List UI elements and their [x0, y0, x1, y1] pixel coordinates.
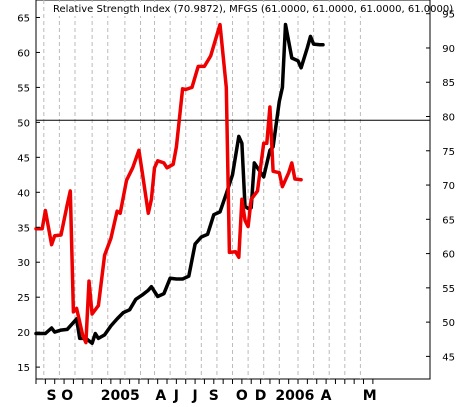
- x-tick-label: M: [363, 388, 377, 404]
- x-tick-label: O: [236, 388, 248, 404]
- right-tick-label: 50: [442, 318, 455, 329]
- series-line-1: [34, 22, 303, 345]
- right-tick-label: 75: [442, 147, 455, 158]
- left-y-axis: 15 20 25 30 35 40 45 50 55 60 65: [17, 13, 40, 374]
- x-tick-label: D: [255, 388, 267, 404]
- left-tick-label: 60: [17, 48, 30, 59]
- left-tick-label: 55: [17, 83, 30, 94]
- x-tick-label: S: [209, 388, 219, 404]
- x-tick-label: O: [61, 388, 73, 404]
- left-tick-label: 35: [17, 223, 30, 234]
- right-tick-label: 70: [442, 181, 455, 192]
- x-axis: S O 2005 A J J S O D 2006 A M: [35, 379, 377, 404]
- left-tick-label: 25: [17, 293, 30, 304]
- right-tick-label: 45: [442, 352, 455, 363]
- chart-title: Relative Strength Index (70.9872), MFGS …: [53, 4, 453, 15]
- x-tick-label: J: [173, 388, 179, 404]
- right-tick-label: 95: [442, 10, 455, 21]
- series-group: [34, 22, 325, 346]
- right-y-axis: 45 50 55 60 65 70 75 80 85 90 95: [426, 10, 455, 363]
- left-tick-label: 15: [17, 363, 30, 374]
- x-tick-label: A: [321, 388, 332, 404]
- x-tick-label: J: [191, 388, 197, 404]
- x-tick-label: 2005: [101, 388, 140, 404]
- right-tick-label: 90: [442, 44, 455, 55]
- left-tick-label: 50: [17, 118, 30, 129]
- left-tick-label: 45: [17, 153, 30, 164]
- x-tick-label: A: [155, 388, 166, 404]
- series-line-0: [34, 22, 325, 346]
- right-tick-label: 55: [442, 284, 455, 295]
- vertical-gridlines: [43, 0, 361, 379]
- right-tick-label: 80: [442, 113, 455, 124]
- left-tick-label: 30: [17, 258, 30, 269]
- x-tick-label: 2006: [275, 388, 314, 404]
- title-background: [50, 2, 425, 16]
- x-tick-label: S: [47, 388, 57, 404]
- left-tick-label: 65: [17, 13, 30, 24]
- right-tick-label: 85: [442, 78, 455, 89]
- right-tick-label: 65: [442, 215, 455, 226]
- right-tick-label: 60: [442, 250, 455, 261]
- left-tick-label: 20: [17, 328, 30, 339]
- left-tick-label: 40: [17, 188, 30, 199]
